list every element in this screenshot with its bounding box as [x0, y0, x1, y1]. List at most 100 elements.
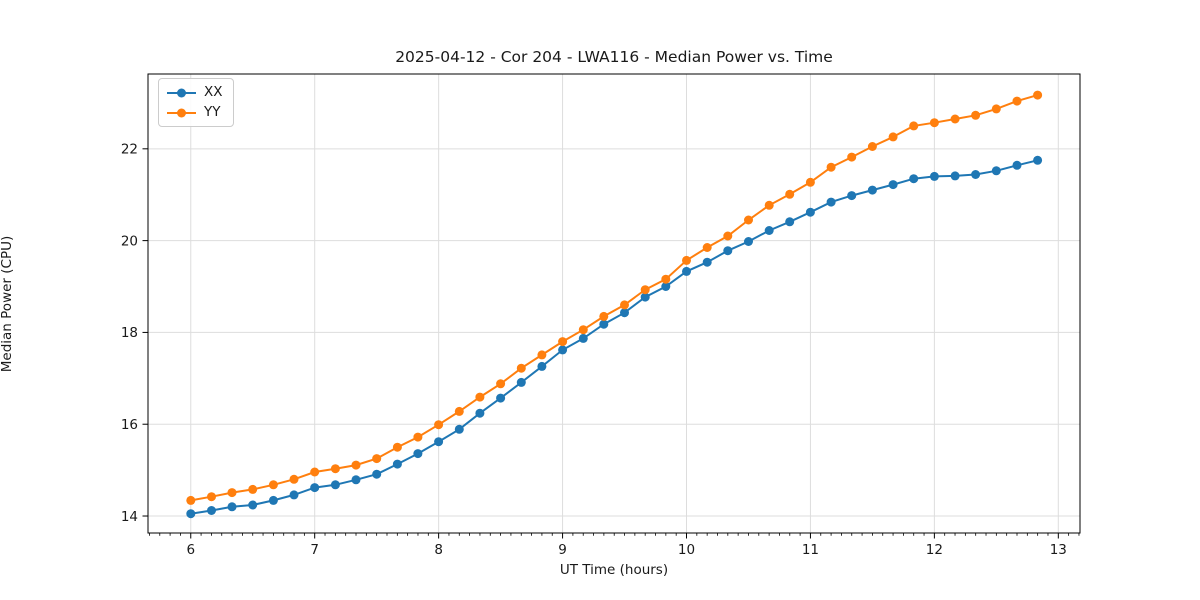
data-point-xx: [516, 377, 526, 387]
data-point-xx: [950, 171, 960, 181]
y-tick-label: 22: [121, 142, 138, 158]
legend-item-yy: YY: [166, 104, 223, 121]
data-point-yy: [702, 243, 712, 252]
data-point-xx: [392, 459, 402, 469]
data-point-xx: [1033, 155, 1043, 165]
data-point-yy: [434, 420, 444, 430]
data-point-yy: [867, 142, 877, 151]
series-line-yy: [190, 94, 1038, 502]
data-point-xx: [434, 437, 444, 447]
data-point-xx: [723, 246, 733, 256]
data-point-xx: [186, 509, 196, 519]
data-point-yy: [744, 215, 753, 225]
data-point-yy: [640, 285, 650, 295]
data-point-yy: [950, 114, 960, 124]
x-tick-label: 12: [926, 542, 943, 558]
data-point-yy: [413, 432, 423, 442]
data-point-yy: [392, 442, 402, 452]
data-point-xx: [785, 217, 795, 227]
x-tick-label: 6: [186, 542, 195, 558]
data-point-yy: [847, 152, 857, 162]
data-point-xx: [454, 424, 464, 434]
data-point-yy: [496, 379, 506, 389]
data-point-xx: [1012, 160, 1022, 170]
data-point-xx: [909, 174, 919, 184]
data-point-xx: [847, 191, 857, 201]
data-point-xx: [475, 408, 485, 418]
y-tick-label: 20: [121, 233, 138, 249]
data-point-xx: [971, 170, 981, 179]
data-point-yy: [661, 274, 671, 284]
data-point-xx: [289, 490, 299, 500]
data-point-yy: [268, 480, 278, 490]
x-tick-label: 8: [434, 542, 443, 558]
data-point-yy: [207, 492, 216, 502]
data-point-yy: [929, 118, 939, 128]
legend-line-marker-icon: [167, 108, 196, 117]
data-point-yy: [516, 363, 526, 373]
data-point-xx: [661, 282, 671, 291]
legend-label-xx: XX: [204, 84, 223, 100]
data-point-xx: [991, 166, 1001, 176]
legend-line-marker-icon: [167, 88, 196, 97]
data-point-xx: [351, 475, 361, 485]
data-point-xx: [702, 257, 712, 267]
data-point-yy: [723, 231, 733, 241]
y-tick-label: 18: [121, 325, 138, 341]
data-point-yy: [785, 189, 795, 199]
data-point-xx: [268, 495, 278, 505]
data-point-yy: [186, 495, 196, 505]
data-point-yy: [826, 162, 836, 172]
data-point-xx: [640, 292, 650, 302]
y-axis-label: Median Power (CPU): [0, 235, 15, 373]
x-axis-label: UT Time (hours): [559, 562, 669, 578]
data-point-yy: [1033, 90, 1043, 100]
data-point-xx: [227, 502, 237, 512]
data-point-yy: [310, 467, 320, 477]
legend: XX YY: [158, 78, 234, 127]
data-point-yy: [578, 325, 588, 335]
data-point-yy: [372, 454, 382, 464]
x-tick-label: 11: [802, 542, 819, 558]
data-point-yy: [227, 488, 237, 498]
legend-label-yy: YY: [204, 104, 221, 120]
chart-title: 2025-04-12 - Cor 204 - LWA116 - Median P…: [395, 48, 833, 66]
data-point-xx: [826, 197, 836, 207]
data-point-yy: [351, 460, 361, 470]
data-point-xx: [929, 171, 939, 181]
data-point-yy: [558, 337, 568, 347]
data-point-yy: [248, 484, 258, 494]
series-line-xx: [190, 159, 1038, 515]
data-point-xx: [888, 180, 898, 190]
data-point-yy: [475, 392, 485, 402]
data-point-xx: [372, 469, 382, 479]
data-point-yy: [888, 132, 898, 142]
data-point-yy: [682, 255, 691, 265]
data-point-yy: [1012, 96, 1022, 106]
data-point-yy: [330, 464, 340, 474]
data-point-xx: [578, 333, 588, 343]
x-tick-label: 10: [678, 542, 695, 558]
x-tick-label: 7: [310, 542, 319, 558]
data-point-xx: [537, 361, 547, 371]
data-point-xx: [805, 207, 815, 217]
data-point-yy: [599, 311, 609, 321]
data-point-yy: [289, 474, 299, 484]
data-point-yy: [991, 104, 1001, 114]
data-point-yy: [537, 350, 547, 360]
data-point-xx: [599, 319, 609, 329]
x-tick-label: 9: [558, 542, 567, 558]
y-tick-label: 16: [121, 417, 138, 433]
data-point-xx: [496, 393, 506, 403]
data-point-xx: [310, 483, 320, 493]
y-tick-label: 14: [121, 509, 138, 525]
data-point-xx: [744, 237, 753, 246]
data-point-xx: [207, 506, 216, 515]
data-point-xx: [413, 449, 423, 459]
x-tick-label: 13: [1050, 542, 1067, 558]
data-point-yy: [764, 200, 774, 210]
data-point-xx: [764, 226, 774, 235]
data-point-xx: [248, 500, 258, 510]
